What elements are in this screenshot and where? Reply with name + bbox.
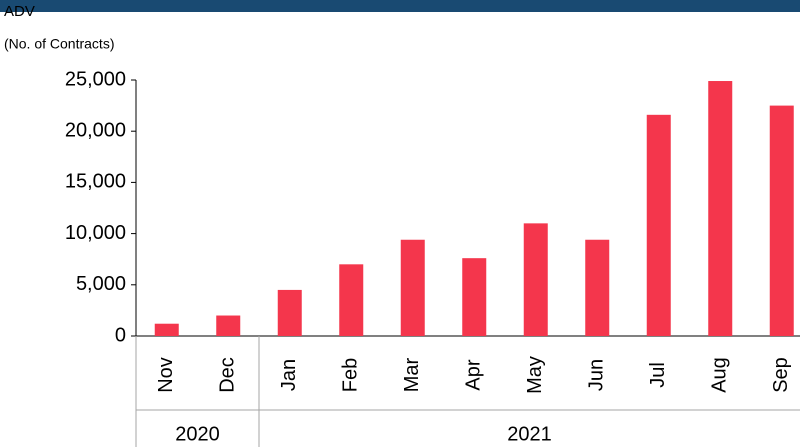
x-tick-label: May: [524, 356, 546, 394]
bar: [277, 289, 302, 336]
x-tick-label: Feb: [340, 358, 362, 392]
bar: [585, 239, 610, 336]
x-tick-label: Apr: [463, 359, 485, 390]
y-tick-label: 10,000: [65, 222, 126, 244]
x-tick-label: Jun: [586, 359, 608, 391]
x-tick-label: Jul: [647, 362, 669, 388]
y-tick-label: 20,000: [65, 119, 126, 141]
bar: [216, 315, 241, 336]
x-tick-label: Sep: [770, 357, 792, 393]
group-label: 2021: [507, 423, 552, 445]
y-tick-label: 15,000: [65, 171, 126, 193]
bar: [769, 105, 794, 336]
x-tick-label: Aug: [709, 357, 731, 393]
x-tick-label: Dec: [217, 357, 239, 393]
y-tick-label: 0: [115, 324, 126, 346]
x-tick-label: Jan: [278, 359, 300, 391]
y-axis-label: (No. of Contracts): [4, 36, 114, 52]
bar: [708, 81, 733, 336]
y-tick-label: 5,000: [76, 273, 126, 295]
bar: [523, 223, 548, 336]
x-tick-label: Nov: [155, 357, 177, 393]
group-label: 2020: [175, 423, 220, 445]
bar: [462, 258, 487, 336]
bar: [339, 264, 364, 336]
bar: [646, 114, 671, 336]
header-bar: [0, 0, 800, 12]
bar: [400, 239, 425, 336]
y-axis-label: ADV: [4, 3, 35, 20]
bar: [154, 323, 179, 336]
x-tick-label: Mar: [401, 357, 423, 392]
y-tick-label: 25,000: [65, 68, 126, 90]
